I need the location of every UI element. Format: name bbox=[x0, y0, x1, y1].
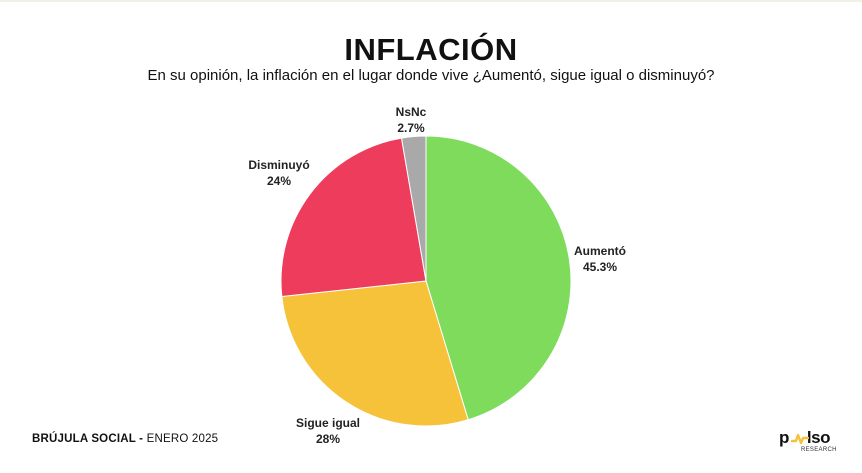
label-nsnc: NsNc 2.7% bbox=[381, 104, 441, 136]
label-aumento-value: 45.3% bbox=[582, 260, 618, 274]
chart-subtitle: En su opinión, la inflación en el lugar … bbox=[147, 67, 715, 84]
pulso-logo: p lso RESEARCH bbox=[779, 428, 839, 460]
logo-wordmark-right: lso bbox=[806, 428, 831, 447]
label-nsnc-value: 2.7% bbox=[397, 121, 425, 135]
footer-date: ENERO 2025 bbox=[146, 433, 219, 445]
footer-source: BRÚJULA SOCIAL - ENERO 2025 bbox=[32, 433, 218, 445]
label-disminuyo-name: Disminuyó bbox=[248, 158, 310, 172]
pie-slice-disminuy- bbox=[280, 137, 427, 298]
pie-slice-nsnc bbox=[400, 135, 427, 282]
pie-slice-aument- bbox=[425, 135, 572, 421]
label-aumento-name: Aumentó bbox=[574, 244, 626, 258]
label-sigue-igual-name: Sigue igual bbox=[295, 416, 360, 430]
footer-brand: BRÚJULA SOCIAL - bbox=[32, 433, 144, 445]
logo-subtext: RESEARCH bbox=[801, 447, 837, 453]
label-nsnc-name: NsNc bbox=[395, 105, 427, 119]
pie-slice-sigue-igual bbox=[281, 280, 469, 427]
pulse-mark-icon bbox=[791, 433, 809, 444]
label-sigue-igual: Sigue igual 28% bbox=[283, 415, 373, 447]
chart-title: INFLACIÓN bbox=[344, 32, 518, 67]
label-sigue-igual-value: 28% bbox=[315, 432, 341, 446]
label-disminuyo: Disminuyó 24% bbox=[239, 157, 319, 189]
logo-wordmark: p lso bbox=[779, 428, 830, 448]
logo-wordmark-left: p bbox=[779, 428, 789, 447]
label-aumento: Aumentó 45.3% bbox=[565, 243, 635, 275]
label-disminuyo-value: 24% bbox=[266, 174, 292, 188]
top-divider bbox=[0, 0, 862, 2]
